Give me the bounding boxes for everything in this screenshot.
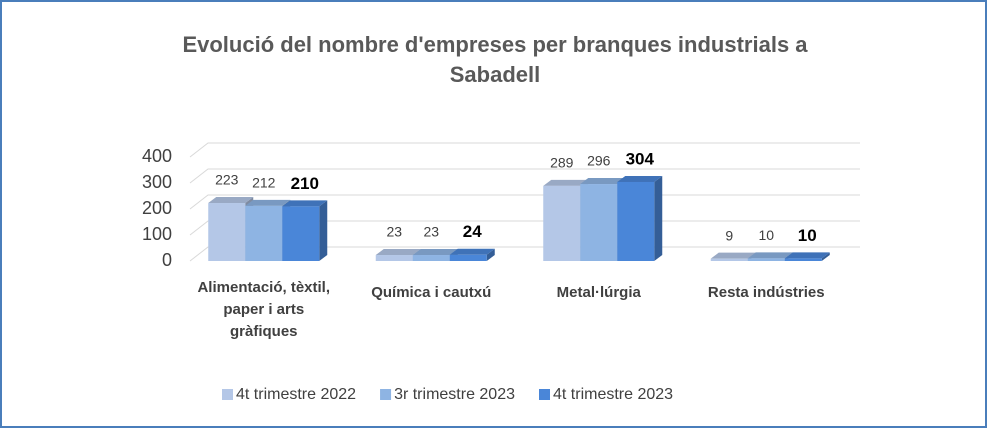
y-tick-label: 400	[142, 146, 172, 166]
bar-face	[412, 249, 458, 256]
legend-label: 4t trimestre 2023	[553, 386, 673, 403]
bar	[617, 175, 663, 261]
bar-face	[821, 252, 830, 261]
bar-face	[543, 185, 581, 261]
x-tick-label: Resta indústries	[707, 284, 825, 301]
bar-face	[580, 178, 626, 185]
y-tick-label: 100	[142, 224, 172, 244]
y-tick-label: 0	[162, 250, 172, 270]
data-label: 23	[386, 224, 402, 240]
bar-face	[449, 248, 495, 255]
bar-face	[580, 184, 618, 261]
bar-face	[319, 200, 328, 261]
bar	[449, 248, 495, 261]
bar-face	[282, 200, 328, 207]
data-label: 10	[758, 227, 774, 243]
bar-face	[617, 175, 663, 182]
bar-face	[486, 248, 495, 261]
bar-face	[710, 252, 756, 259]
legend-swatch	[222, 389, 233, 400]
data-label: 296	[587, 153, 611, 169]
bar	[784, 252, 830, 261]
bar-face	[375, 249, 421, 256]
bar-face	[617, 181, 655, 261]
bar-face	[784, 258, 822, 261]
y-tick-label: 200	[142, 198, 172, 218]
data-label: 23	[423, 224, 439, 240]
grid-line	[189, 168, 860, 184]
data-label: 210	[291, 174, 319, 193]
legend-label: 4t trimestre 2022	[236, 386, 356, 403]
bar-face	[208, 197, 254, 204]
bar-face	[654, 175, 663, 261]
bar-face	[375, 255, 413, 261]
legend-label: 3r trimestre 2023	[394, 386, 515, 403]
data-label: 24	[463, 222, 482, 241]
bar-face	[245, 205, 283, 261]
y-tick-label: 300	[142, 172, 172, 192]
x-tick-label: Alimentació, tèxtil, paper i arts gràfiq…	[197, 279, 331, 340]
x-tick-label: Química i cautxú	[371, 284, 492, 301]
data-label: 212	[252, 175, 276, 191]
bar-face	[208, 203, 246, 261]
bar-face	[449, 254, 487, 261]
x-tick-label: Metal·lúrgia	[556, 284, 641, 301]
bar-face	[784, 252, 830, 259]
grid-line	[189, 142, 860, 158]
bar	[282, 200, 328, 261]
bar-face	[710, 258, 748, 261]
data-label: 304	[626, 149, 655, 168]
legend-swatch	[380, 389, 392, 400]
chart-title: Evolució del nombre d'empreses per branq…	[182, 32, 808, 87]
legend-swatch	[539, 389, 550, 400]
data-label: 9	[725, 227, 733, 243]
bar-face	[747, 258, 785, 261]
data-label: 289	[550, 155, 574, 171]
bar-face	[245, 199, 291, 206]
bar-face	[282, 206, 320, 261]
data-label: 10	[798, 226, 817, 245]
data-label: 223	[215, 172, 239, 188]
bar-face	[747, 252, 793, 259]
bar-face	[412, 255, 450, 261]
bar-face	[543, 179, 589, 186]
